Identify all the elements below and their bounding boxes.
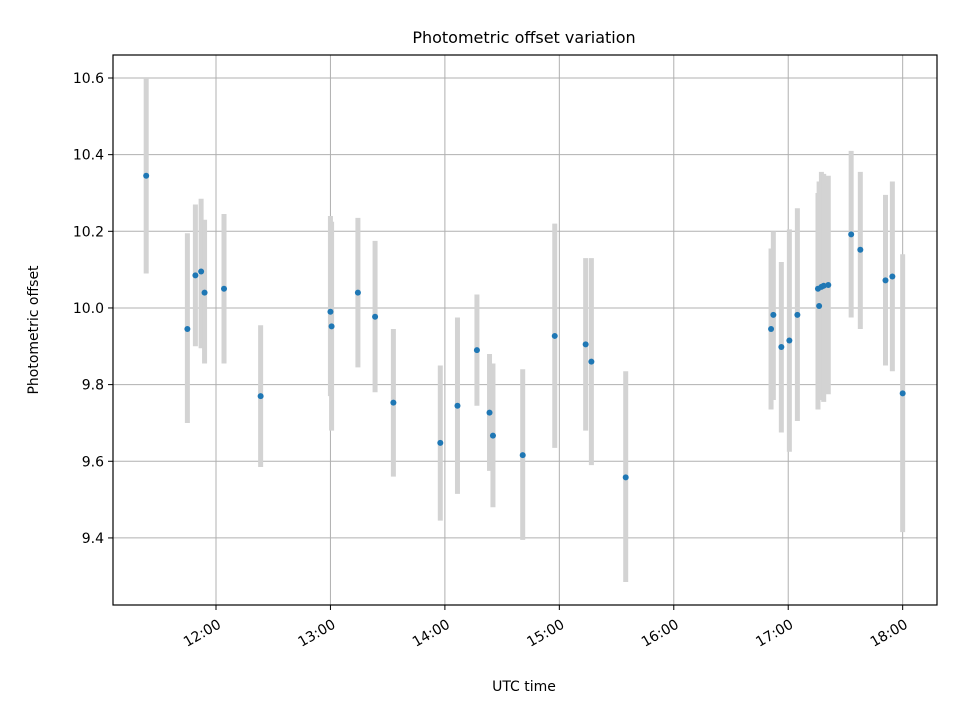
- data-point: [786, 337, 793, 344]
- x-tick-label: 17:00: [753, 617, 796, 651]
- data-point: [372, 313, 379, 320]
- y-tick-label: 9.8: [82, 378, 104, 394]
- data-point: [327, 308, 334, 315]
- data-point: [184, 326, 191, 333]
- data-point: [551, 332, 558, 339]
- data-point: [889, 273, 896, 280]
- data-point: [198, 268, 205, 275]
- data-point: [221, 285, 228, 292]
- y-tick-label: 10.2: [73, 224, 104, 240]
- data-point: [143, 172, 150, 179]
- y-axis-ticks: 9.4 9.6 9.8 10.0 10.2 10.4 10.6: [73, 71, 113, 547]
- data-point: [825, 281, 832, 288]
- data-point: [820, 282, 827, 289]
- data-point: [192, 272, 199, 279]
- data-point: [582, 341, 589, 348]
- y-tick-label: 9.6: [82, 454, 104, 470]
- data-point: [770, 311, 777, 318]
- y-tick-label: 10.0: [73, 301, 104, 317]
- data-point: [882, 277, 889, 284]
- data-point: [390, 399, 397, 406]
- data-point: [778, 344, 785, 351]
- data-point: [857, 246, 864, 253]
- data-point: [622, 474, 629, 481]
- data-point: [257, 393, 264, 400]
- x-tick-label: 13:00: [295, 617, 338, 651]
- data-point: [354, 289, 361, 296]
- data-point: [473, 347, 480, 354]
- data-point: [794, 311, 801, 318]
- y-tick-label: 10.4: [73, 148, 104, 164]
- x-tick-label: 16:00: [639, 617, 682, 651]
- data-point: [816, 303, 823, 310]
- data-point: [588, 358, 595, 365]
- data-point: [454, 402, 461, 409]
- data-point: [201, 289, 208, 296]
- data-point: [768, 326, 775, 333]
- x-tick-label: 18:00: [868, 617, 911, 651]
- x-tick-label: 14:00: [410, 617, 453, 651]
- plot-frame: [112, 54, 938, 606]
- x-tick-label: 12:00: [181, 617, 224, 651]
- data-point: [519, 452, 526, 459]
- y-axis-label: Photometric offset: [26, 265, 42, 395]
- x-axis-ticks: 12:00 13:00 14:00 15:00 16:00 17:00 18:00: [181, 605, 911, 651]
- x-axis-label: UTC time: [492, 679, 556, 695]
- data-point: [489, 432, 496, 439]
- data-points: [143, 172, 906, 481]
- data-point: [899, 390, 906, 397]
- x-tick-label: 15:00: [524, 617, 567, 651]
- data-point: [328, 323, 335, 330]
- chart-title: Photometric offset variation: [412, 28, 635, 47]
- data-point: [486, 409, 493, 416]
- error-bars: [143, 77, 906, 583]
- data-point: [437, 439, 444, 446]
- y-tick-label: 9.4: [82, 531, 104, 547]
- data-point: [848, 231, 855, 238]
- y-tick-label: 10.6: [73, 71, 104, 87]
